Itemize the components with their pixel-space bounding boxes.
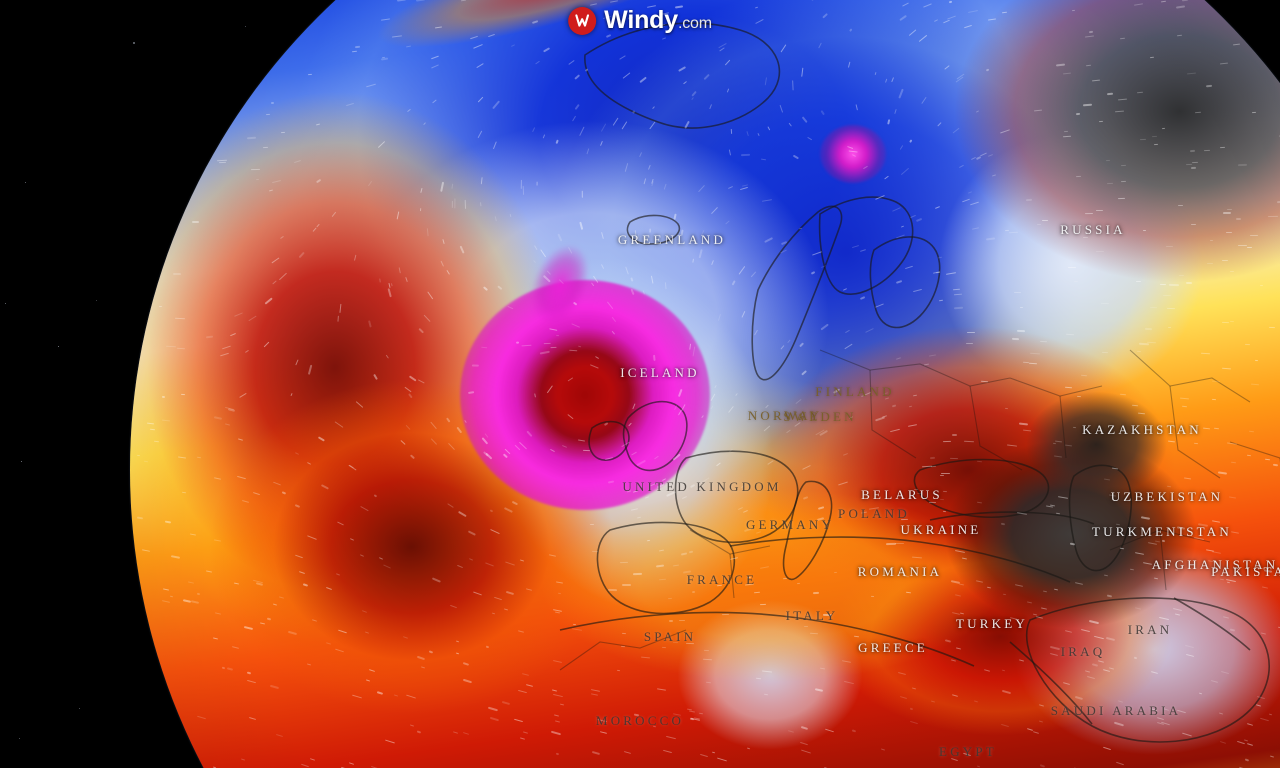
star	[19, 738, 21, 740]
globe-limb-shading	[130, 0, 1280, 768]
windy-brand[interactable]: Windy.com	[568, 6, 712, 35]
star	[95, 299, 97, 301]
star	[24, 182, 26, 184]
brand-wordmark: Windy.com	[604, 6, 712, 35]
brand-name: Windy	[604, 6, 678, 34]
star	[57, 346, 59, 348]
brand-suffix: .com	[677, 15, 712, 32]
windy-logo-icon	[568, 6, 597, 35]
globe-sphere[interactable]	[130, 0, 1280, 768]
star	[20, 460, 22, 462]
star	[5, 303, 7, 305]
star	[78, 708, 80, 710]
